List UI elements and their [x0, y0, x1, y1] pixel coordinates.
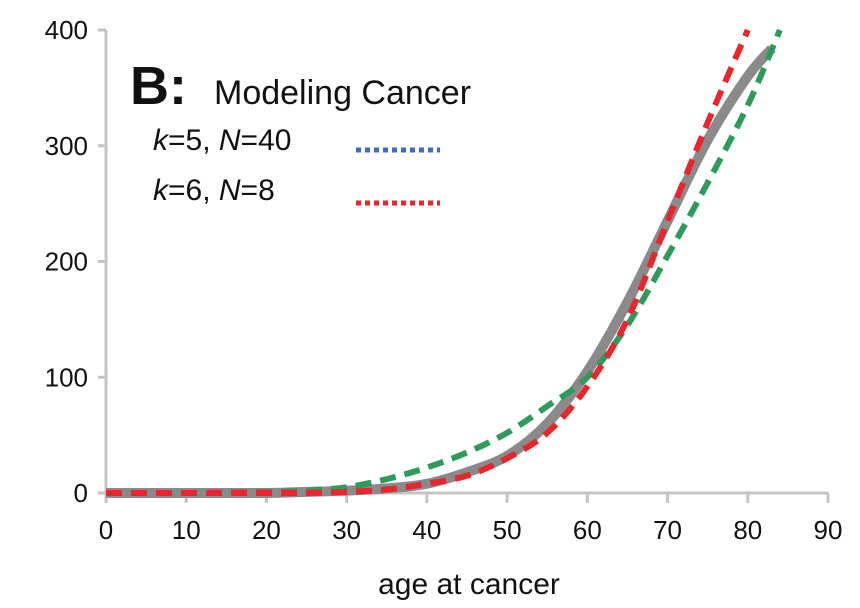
series-layer [105, 28, 783, 499]
red-dashed-curve [105, 28, 751, 497]
x-tick-label: 30 [332, 515, 361, 545]
x-axis-ticks: 0 10 20 30 40 50 60 70 80 90 [99, 493, 843, 545]
x-tick-label: 60 [573, 515, 602, 545]
x-tick-label: 20 [252, 515, 281, 545]
legend-label-k6: k=6, N=8 [153, 174, 275, 207]
x-tick-label: 70 [653, 515, 682, 545]
y-axis-ticks: 0 100 200 300 400 [45, 15, 106, 508]
y-tick-label: 300 [45, 131, 88, 161]
x-tick-label: 90 [814, 515, 843, 545]
chart-title: Modeling Cancer [214, 74, 471, 112]
legend-entry-k5: k=5, N=40 [153, 124, 440, 157]
x-tick-label: 10 [172, 515, 201, 545]
x-tick-label: 0 [99, 515, 113, 545]
legend-entry-k6: k=6, N=8 [153, 174, 440, 207]
y-tick-label: 0 [74, 478, 88, 508]
legend: k=5, N=40 k=6, N=8 [153, 124, 440, 207]
y-tick-label: 200 [45, 247, 88, 277]
model-curve [105, 45, 776, 499]
x-axis-title: age at cancer [378, 568, 560, 601]
y-tick-label: 400 [45, 15, 88, 45]
y-tick-label: 100 [45, 362, 88, 392]
panel-letter: B: [130, 56, 187, 116]
x-tick-label: 80 [733, 515, 762, 545]
legend-label-k5: k=5, N=40 [153, 124, 291, 157]
x-tick-label: 50 [493, 515, 522, 545]
x-tick-label: 40 [412, 515, 441, 545]
